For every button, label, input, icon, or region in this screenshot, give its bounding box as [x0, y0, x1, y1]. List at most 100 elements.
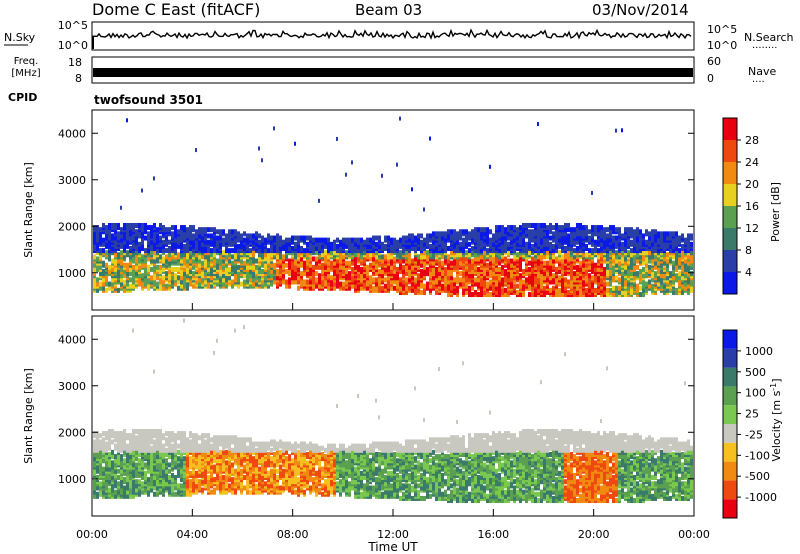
- velocity-cell-601: [171, 431, 174, 437]
- velocity-cell-565: [168, 468, 171, 474]
- power-cell-177: [117, 287, 120, 293]
- power-cell-559: [168, 269, 171, 275]
- power-cell-2841: [510, 281, 513, 287]
- power-cell-3932: [645, 250, 648, 256]
- power-cell-2526: [468, 241, 471, 247]
- power-cell-3249: [558, 233, 561, 239]
- power-cell-845: [207, 283, 210, 289]
- power-cell-734: [192, 271, 195, 277]
- velocity-cell-123: [108, 452, 111, 457]
- velocity-cell-197: [120, 483, 123, 489]
- power-cell-705: [186, 227, 189, 233]
- power-cell-2771: [501, 264, 504, 270]
- power-cell-1589: [327, 281, 330, 287]
- power-cell-4242: [687, 233, 690, 239]
- power-cell-2041: [399, 237, 402, 243]
- power-cell-3902: [642, 287, 645, 293]
- power-cell-158: [114, 271, 117, 277]
- velocity-cell-376: [141, 428, 144, 434]
- power-colorbar-swatch-0: [723, 272, 737, 294]
- power-cell-2636: [483, 231, 486, 237]
- power-cell-1430: [297, 248, 300, 254]
- power-cell-4174: [678, 256, 681, 262]
- power-cell-3137: [543, 222, 546, 228]
- velocity-cell-356: [141, 481, 144, 487]
- power-cell-1720: [348, 271, 351, 277]
- power-cell-1698: [345, 279, 348, 285]
- power-cell-1985: [390, 258, 393, 264]
- velocity-cell-461: [153, 443, 156, 449]
- power-cell-424: [150, 266, 153, 272]
- power-cell-3729: [618, 237, 621, 243]
- power-cell-1352: [285, 269, 288, 275]
- power-cell-2142: [414, 256, 417, 262]
- power-cell-3150: [546, 260, 549, 266]
- power-cell-1466: [303, 235, 306, 241]
- velocity-cell-514: [159, 437, 162, 443]
- velocity-cell-387: [144, 462, 147, 468]
- power-y-tick-label-4000: 4000: [58, 127, 86, 140]
- power-cell-526: [162, 239, 165, 245]
- power-cell-2622: [483, 275, 486, 281]
- power-cell-1484: [306, 241, 309, 247]
- power-cell-3618: [603, 231, 606, 237]
- power-cell-3923: [645, 281, 648, 287]
- velocity-cell-526: [162, 472, 165, 478]
- power-cell-3647: [609, 271, 612, 277]
- power-cell-3415: [579, 260, 582, 266]
- power-cell-3844: [633, 258, 636, 264]
- power-cell-1493: [309, 266, 312, 272]
- power-cell-3050: [534, 241, 537, 247]
- power-cell-1142: [249, 233, 252, 239]
- velocity-cell-119: [108, 462, 111, 468]
- power-cell-2732: [495, 231, 498, 237]
- power-cell-2192: [423, 289, 426, 295]
- power-cell-3778: [624, 233, 627, 239]
- power-cell-662: [183, 281, 186, 287]
- velocity-cell-598: [171, 443, 174, 449]
- power-cell-482: [156, 239, 159, 245]
- power-cell-3021: [531, 243, 534, 249]
- power-cell-1449: [300, 235, 303, 241]
- power-cell-543: [165, 248, 168, 254]
- power-cell-1055: [237, 264, 240, 270]
- power-cell-3990: [654, 271, 657, 277]
- power-cell-2480: [462, 256, 465, 262]
- power-cell-2477: [462, 264, 465, 270]
- velocity-cell-147: [111, 449, 114, 455]
- power-cell-3482: [588, 279, 591, 285]
- power-cell-1890: [375, 262, 378, 268]
- power-cell-4118: [669, 243, 672, 249]
- velocity-cell-555: [165, 437, 168, 443]
- power-cell-2515: [468, 277, 471, 283]
- power-cell-2511: [468, 292, 471, 298]
- power-cell-1725: [348, 252, 351, 258]
- power-cell-3640: [606, 227, 609, 233]
- velocity-cell-18: [93, 439, 96, 445]
- velocity-cell-301: [132, 437, 135, 443]
- power-cell-3996: [654, 254, 657, 260]
- power-cell-2865: [513, 283, 516, 289]
- velocity-cell-111: [108, 487, 111, 493]
- velocity-cell-74: [102, 466, 105, 472]
- power-cell-2337: [441, 235, 444, 241]
- power-cell-336: [135, 222, 138, 228]
- power-cell-506: [159, 235, 162, 241]
- power-cell-3169: [549, 264, 552, 270]
- power-cell-1519: [312, 237, 315, 243]
- velocity-cell-39: [96, 437, 99, 443]
- power-cell-3252: [558, 225, 561, 231]
- power-cell-1604: [327, 246, 330, 251]
- power-cell-258: [126, 262, 129, 268]
- power-cell-588: [171, 243, 174, 249]
- power-cell-3590: [600, 233, 603, 239]
- velocity-cell-62: [99, 433, 102, 439]
- power-cell-1289: [273, 243, 276, 249]
- power-cell-3632: [606, 254, 609, 260]
- velocity-cell-579: [171, 491, 174, 497]
- power-cell-3295: [564, 246, 567, 251]
- power-cell-295: [132, 271, 135, 277]
- power-cell-1527: [315, 256, 318, 262]
- power-cell-4068: [663, 256, 666, 262]
- power-cell-1153: [252, 256, 255, 262]
